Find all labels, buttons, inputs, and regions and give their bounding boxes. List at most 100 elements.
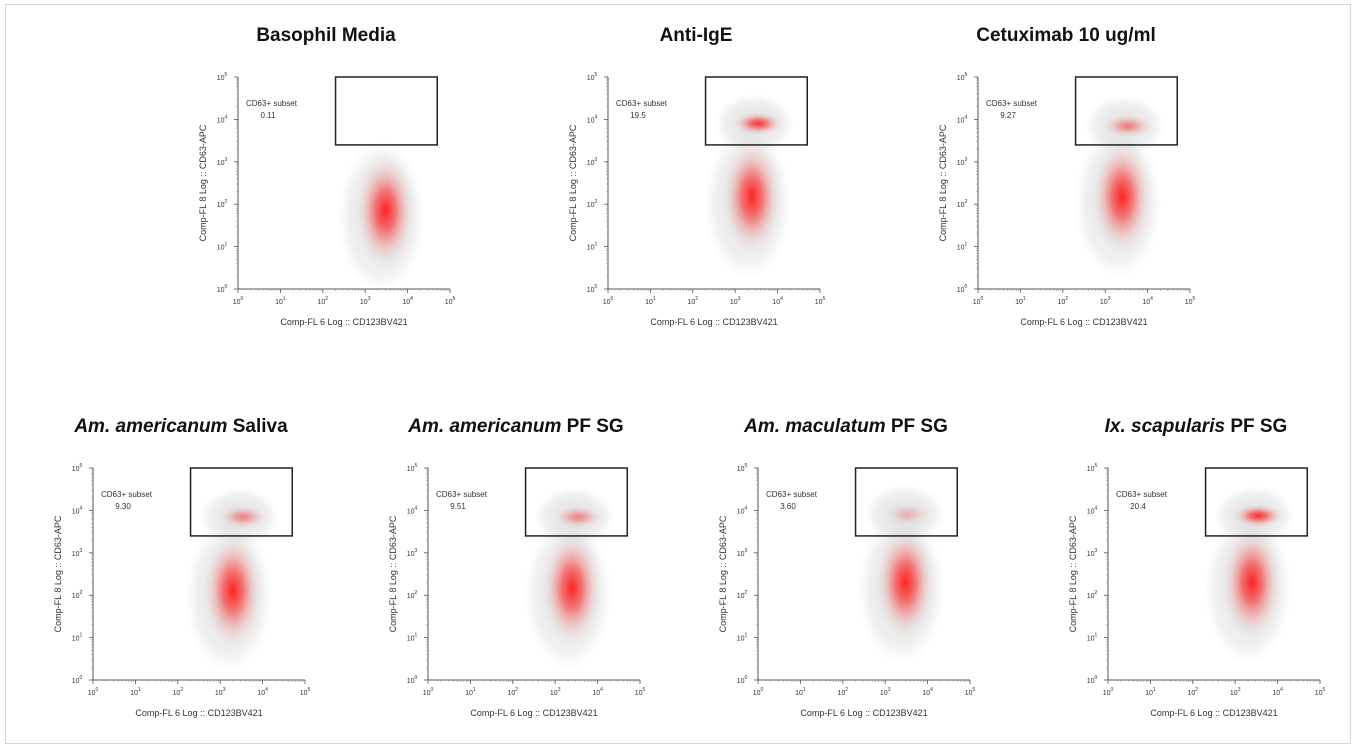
cd63-gate: [189, 467, 293, 537]
x-tick-label: 101: [795, 687, 806, 697]
y-tick-label: 100: [587, 284, 598, 294]
x-tick-label: 104: [772, 296, 783, 306]
gate-value: 3.60: [780, 502, 796, 511]
density-peak: [202, 532, 263, 649]
x-axis-label: Comp-FL 6 Log :: CD123BV421: [1150, 708, 1277, 718]
y-axis-label: Comp-FL 8 Log :: CD63-APC: [568, 124, 578, 241]
gate-value: 19.5: [630, 111, 646, 120]
y-tick-label: 105: [587, 72, 598, 82]
x-tick-label: 101: [275, 296, 286, 306]
cd63-gate: [1204, 467, 1308, 537]
density-peak: [1232, 503, 1285, 528]
y-tick-label: 104: [957, 114, 968, 124]
x-tick-label: 100: [233, 296, 244, 306]
x-tick-label: 100: [88, 687, 99, 697]
y-tick-label: 101: [737, 633, 748, 643]
gate-label: CD63+ subset: [101, 490, 153, 499]
x-tick-label: 105: [1185, 296, 1196, 306]
flow-panel: Anti-IgE 100 100 101 101 102 102 103 103 104 104 10…: [551, 19, 841, 339]
density-peak: [542, 529, 603, 646]
cd63-gate: [704, 76, 808, 146]
x-tick-label: 100: [753, 687, 764, 697]
x-tick-label: 101: [465, 687, 476, 697]
gate-value: 9.30: [115, 502, 131, 511]
density-peak: [217, 504, 270, 529]
y-tick-label: 100: [1087, 675, 1098, 685]
x-tick-label: 102: [838, 687, 849, 697]
cd63-gate: [854, 467, 958, 537]
y-tick-label: 102: [957, 199, 968, 209]
y-axis-label: Comp-FL 8 Log :: CD63-APC: [53, 515, 63, 632]
gate-value: 20.4: [1130, 502, 1146, 511]
x-tick-label: 102: [688, 296, 699, 306]
density-peak: [732, 111, 785, 136]
y-tick-label: 102: [217, 199, 228, 209]
y-tick-label: 101: [217, 242, 228, 252]
x-tick-label: 103: [215, 687, 226, 697]
x-tick-label: 101: [645, 296, 656, 306]
y-tick-label: 103: [217, 157, 228, 167]
x-tick-label: 103: [550, 687, 561, 697]
flow-panel: Am. maculatum PF SG 100 100 101 101 102 102 103…: [701, 410, 991, 730]
y-tick-label: 100: [957, 284, 968, 294]
y-axis-label: Comp-FL 8 Log :: CD63-APC: [1068, 515, 1078, 632]
y-tick-label: 100: [72, 675, 83, 685]
y-tick-label: 105: [407, 463, 418, 473]
x-tick-label: 104: [1142, 296, 1153, 306]
panel-title: Ix. scapularis PF SG: [1051, 416, 1341, 438]
y-tick-label: 104: [1087, 505, 1098, 515]
x-tick-label: 102: [318, 296, 329, 306]
gate-value: 9.27: [1000, 111, 1016, 120]
x-tick-label: 105: [445, 296, 456, 306]
x-tick-label: 105: [815, 296, 826, 306]
x-tick-label: 101: [1145, 687, 1156, 697]
x-tick-label: 102: [508, 687, 519, 697]
density-peak: [1102, 113, 1155, 138]
flow-plot: 100 100 101 101 102 102 103 103 104 104 105 105 Comp…: [198, 72, 456, 327]
x-tick-label: 103: [880, 687, 891, 697]
y-tick-label: 102: [1087, 590, 1098, 600]
x-tick-label: 104: [592, 687, 603, 697]
x-tick-label: 103: [1100, 296, 1111, 306]
flow-plot: 100 100 101 101 102 102 103 103 104 104 105 105 Comp…: [718, 463, 976, 718]
flow-panel: Am. americanum PF SG 100 100 101 101 102 102 10…: [371, 410, 661, 730]
y-tick-label: 103: [72, 548, 83, 558]
gate-value: 9.51: [450, 502, 466, 511]
x-tick-label: 102: [173, 687, 184, 697]
y-tick-label: 105: [737, 463, 748, 473]
y-tick-label: 102: [72, 590, 83, 600]
y-tick-label: 102: [587, 199, 598, 209]
flow-plot: 100 100 101 101 102 102 103 103 104 104 105 105 Comp…: [938, 72, 1196, 327]
cd63-gate: [1074, 76, 1178, 146]
y-tick-label: 103: [587, 157, 598, 167]
y-tick-label: 105: [957, 72, 968, 82]
gate-label: CD63+ subset: [436, 490, 488, 499]
x-axis-label: Comp-FL 6 Log :: CD123BV421: [1020, 317, 1147, 327]
panel-title: Anti-IgE: [551, 25, 841, 47]
x-tick-label: 105: [300, 687, 311, 697]
density-peak: [355, 152, 416, 269]
panel-title-species: Am. americanum: [74, 416, 228, 437]
x-tick-label: 104: [257, 687, 268, 697]
x-tick-label: 100: [1103, 687, 1114, 697]
y-tick-label: 101: [407, 633, 418, 643]
density-peak: [1092, 138, 1153, 255]
y-tick-label: 102: [407, 590, 418, 600]
y-tick-label: 103: [1087, 548, 1098, 558]
flow-panel: Basophil Media 100 100 101 101 102 102 103 103 10…: [181, 19, 471, 339]
y-tick-label: 104: [72, 505, 83, 515]
panel-title-text: Cetuximab 10 ug/ml: [976, 25, 1156, 46]
y-tick-label: 101: [1087, 633, 1098, 643]
flow-panel: Am. americanum Saliva 100 100 101 101 102 102 1…: [36, 410, 326, 730]
x-tick-label: 103: [730, 296, 741, 306]
density-peak: [1222, 524, 1283, 641]
gate-label: CD63+ subset: [616, 99, 668, 108]
panel-title: Am. americanum Saliva: [36, 416, 326, 438]
gate-label: CD63+ subset: [986, 99, 1038, 108]
cd63-gate: [524, 467, 628, 537]
x-tick-label: 102: [1058, 296, 1069, 306]
flow-plot: 100 100 101 101 102 102 103 103 104 104 105 105 Comp…: [1068, 463, 1326, 718]
density-peak: [552, 504, 605, 529]
y-tick-label: 104: [587, 114, 598, 124]
x-axis-label: Comp-FL 6 Log :: CD123BV421: [280, 317, 407, 327]
